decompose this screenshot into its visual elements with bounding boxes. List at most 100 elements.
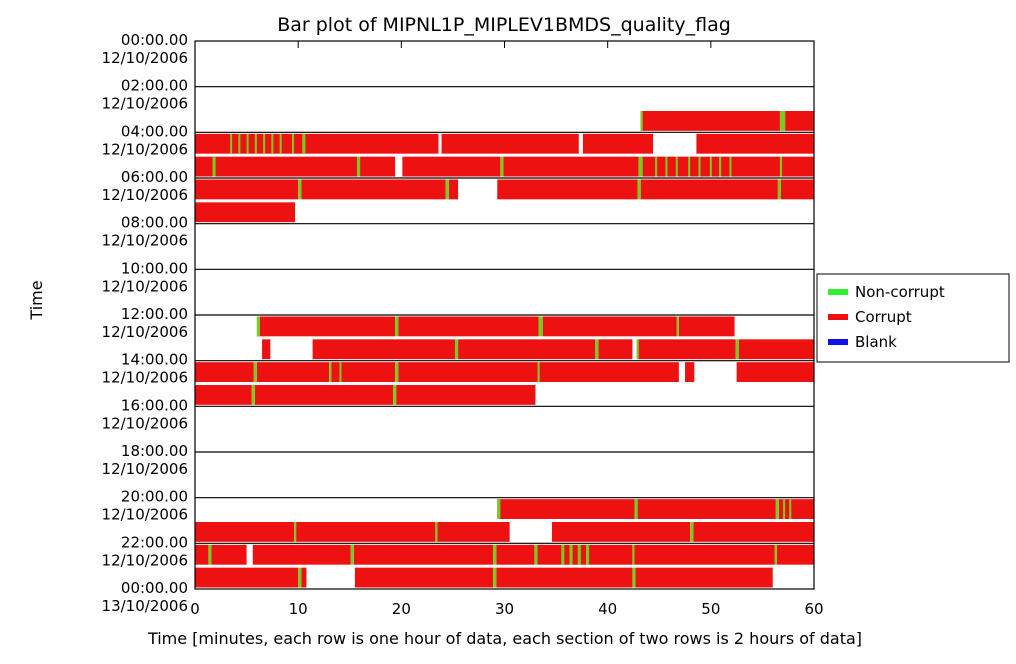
x-tick-label: 20 [392,600,411,618]
corrupt-bar [402,156,501,177]
corrupt-bar [598,339,633,360]
y-tick-time: 00:00.00 [121,579,188,597]
corrupt-bar [398,316,539,337]
corrupt-bar [635,567,773,588]
noncorrupt-bar [212,156,216,177]
x-tick-label: 0 [190,600,200,618]
noncorrupt-bar [208,544,212,565]
noncorrupt-bar [537,362,540,382]
noncorrupt-bar [298,179,302,200]
noncorrupt-bar [676,316,679,337]
corrupt-bar [195,179,299,200]
corrupt-bar [496,567,633,588]
noncorrupt-bar [497,499,501,519]
noncorrupt-bar [632,567,636,588]
corrupt-bar [296,522,436,542]
corrupt-bar [195,544,209,565]
x-tick-label: 30 [495,600,514,618]
corrupt-bar [396,385,536,405]
noncorrupt-bar [638,156,643,177]
corrupt-bar [736,362,814,382]
corrupt-bar [780,179,814,200]
noncorrupt-bar [569,544,573,565]
noncorrupt-bar [356,156,361,177]
corrupt-bar [256,362,330,382]
noncorrupt-bar [339,362,342,382]
noncorrupt-bar [665,156,668,177]
y-tick-date: 12/10/2006 [102,277,188,295]
corrupt-bar [441,133,579,154]
corrupt-bar [496,544,535,565]
corrupt-bar [354,567,494,588]
noncorrupt-bar [445,179,449,200]
corrupt-bar [785,111,814,131]
corrupt-bar [437,522,510,542]
noncorrupt-bar [595,339,599,360]
noncorrupt-bar [271,133,274,154]
corrupt-bar [301,179,446,200]
legend-box [816,273,1010,363]
corrupt-bar [458,339,596,360]
corrupt-bar [331,362,396,382]
corrupt-bar [448,179,459,200]
legend-swatch [828,289,848,295]
y-tick-date: 12/10/2006 [102,49,188,67]
noncorrupt-bar [279,133,282,154]
noncorrupt-bar [254,133,257,154]
y-axis-label: Time [27,280,46,320]
noncorrupt-bar [709,156,712,177]
noncorrupt-bar [636,339,639,360]
y-tick-date: 12/10/2006 [102,551,188,569]
y-tick-time: 22:00.00 [121,533,188,551]
y-tick-time: 02:00.00 [121,77,188,95]
noncorrupt-bar [493,544,497,565]
x-tick-label: 40 [598,600,617,618]
corrupt-bar [640,111,780,131]
noncorrupt-bar [719,156,722,177]
y-tick-date: 12/10/2006 [102,232,188,250]
corrupt-bar [693,522,814,542]
x-axis-ticks: 0 10 20 30 40 50 60 [190,41,824,618]
y-tick-time: 16:00.00 [121,396,188,414]
noncorrupt-bar [688,156,691,177]
noncorrupt-bar [454,339,459,360]
y-tick-time: 14:00.00 [121,351,188,369]
y-tick-time: 10:00.00 [121,259,188,277]
corrupt-bar [640,179,778,200]
x-tick-label: 50 [701,600,720,618]
corrupt-bar [696,133,814,154]
y-tick-date: 13/10/2006 [102,597,188,615]
y-tick-date: 12/10/2006 [102,414,188,432]
corrupt-bar [539,362,679,382]
noncorrupt-bar [263,133,266,154]
noncorrupt-bar [298,567,302,588]
x-tick-label: 60 [804,600,823,618]
noncorrupt-bar [291,133,295,154]
noncorrupt-bar [775,499,779,519]
legend-swatch [828,339,848,345]
noncorrupt-bar [675,156,678,177]
noncorrupt-bar [246,133,249,154]
y-tick-time: 00:00.00 [121,31,188,49]
noncorrupt-bar [640,111,643,131]
corrupt-bar [195,362,254,382]
corrupt-bar [542,316,677,337]
noncorrupt-bar [632,544,635,565]
noncorrupt-bar [789,499,792,519]
corrupt-bar [685,362,695,382]
noncorrupt-bar [634,499,638,519]
corrupt-bar [497,499,635,519]
noncorrupt-bar [393,385,397,405]
noncorrupt-bar [395,362,399,382]
corrupt-bar [262,339,271,360]
plot-frame [194,40,815,590]
noncorrupt-bar [577,544,581,565]
noncorrupt-bar [256,316,260,337]
data-bars [195,111,814,588]
y-tick-date: 12/10/2006 [102,323,188,341]
y-tick-date: 12/10/2006 [102,186,188,204]
noncorrupt-bar [294,522,297,542]
y-tick-date: 12/10/2006 [102,369,188,387]
noncorrupt-bar [698,156,701,177]
